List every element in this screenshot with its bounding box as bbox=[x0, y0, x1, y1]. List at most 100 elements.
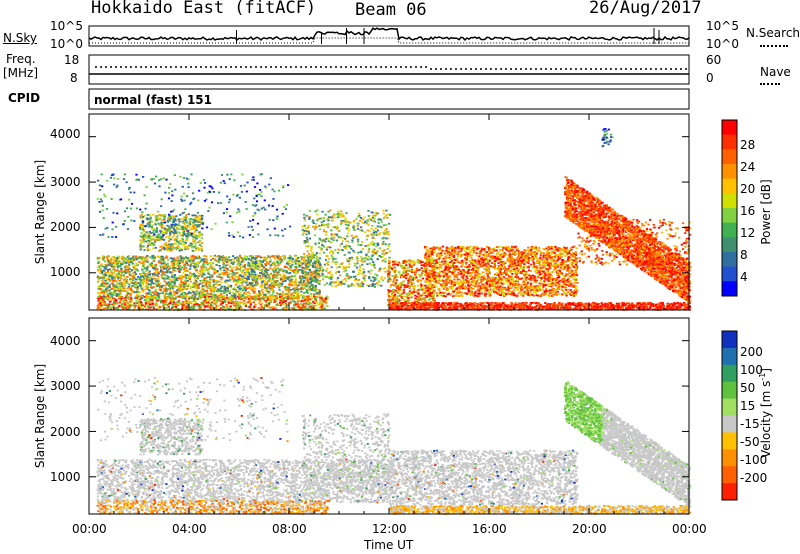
power-cell bbox=[220, 304, 222, 306]
power-cell bbox=[142, 265, 144, 267]
power-cell bbox=[381, 253, 383, 255]
power-cell bbox=[210, 279, 212, 281]
power-cell bbox=[219, 256, 221, 258]
power-cell bbox=[253, 287, 255, 289]
power-cell bbox=[232, 234, 234, 236]
power-cell bbox=[274, 276, 276, 278]
power-cell bbox=[142, 291, 144, 293]
power-cell bbox=[248, 226, 250, 228]
power-cell bbox=[302, 226, 304, 228]
power-cell bbox=[120, 270, 122, 272]
power-cell bbox=[186, 221, 188, 223]
power-cell bbox=[207, 298, 209, 300]
power-cell bbox=[314, 261, 316, 263]
power-cell bbox=[123, 290, 125, 292]
power-cell bbox=[267, 296, 269, 298]
power-cell bbox=[233, 179, 235, 181]
power-cell bbox=[206, 261, 208, 263]
power-cell bbox=[313, 280, 315, 282]
power-cell bbox=[248, 259, 250, 261]
power-cell bbox=[167, 246, 169, 248]
power-cell bbox=[383, 224, 385, 226]
power-cell bbox=[305, 234, 307, 236]
power-cell bbox=[183, 193, 185, 195]
power-cell bbox=[318, 276, 320, 278]
power-cell bbox=[339, 275, 341, 277]
power-cell bbox=[266, 289, 268, 291]
power-cell bbox=[147, 219, 149, 221]
power-cell bbox=[201, 304, 203, 306]
power-cell bbox=[353, 271, 355, 273]
power-cell bbox=[115, 276, 117, 278]
power-cell bbox=[196, 215, 198, 217]
power-cell bbox=[185, 216, 187, 218]
noise-trace bbox=[89, 28, 689, 44]
power-cell bbox=[334, 214, 336, 216]
power-cell bbox=[146, 276, 148, 278]
power-cell bbox=[119, 302, 121, 304]
power-cell bbox=[227, 280, 229, 282]
power-cell bbox=[372, 276, 374, 278]
power-cell bbox=[261, 264, 263, 266]
power-cell bbox=[113, 304, 115, 306]
power-cell bbox=[146, 231, 148, 233]
power-cell bbox=[224, 287, 226, 289]
power-cell bbox=[254, 271, 256, 273]
power-cell bbox=[98, 303, 100, 305]
power-cell bbox=[385, 224, 387, 226]
power-cell bbox=[244, 185, 246, 187]
power-cell bbox=[336, 279, 338, 281]
power-cell bbox=[98, 298, 100, 300]
power-cell bbox=[188, 226, 190, 228]
power-cell bbox=[198, 304, 200, 306]
power-cell bbox=[191, 246, 193, 248]
power-cell bbox=[167, 263, 169, 265]
power-cell bbox=[264, 257, 266, 259]
power-cell bbox=[140, 279, 142, 281]
power-cell bbox=[156, 216, 158, 218]
power-cell bbox=[237, 296, 239, 298]
power-cell bbox=[378, 222, 380, 224]
power-cell bbox=[123, 274, 125, 276]
power-cell bbox=[105, 272, 107, 274]
power-cell bbox=[111, 229, 113, 231]
power-cell bbox=[229, 265, 231, 267]
power-cell bbox=[133, 283, 135, 285]
power-cell bbox=[319, 267, 321, 269]
power-cell bbox=[317, 304, 319, 306]
power-cell bbox=[250, 259, 252, 261]
power-cell bbox=[167, 236, 169, 238]
power-cell bbox=[371, 225, 373, 227]
power-cell bbox=[244, 255, 246, 257]
power-cell bbox=[147, 306, 149, 308]
power-cell bbox=[210, 291, 212, 293]
power-cell bbox=[97, 292, 99, 294]
power-cell bbox=[116, 263, 118, 265]
power-cell bbox=[201, 259, 203, 261]
power-cell bbox=[332, 220, 334, 222]
power-cell bbox=[228, 256, 230, 258]
power-cell bbox=[314, 298, 316, 300]
power-cell bbox=[180, 275, 182, 277]
power-cell bbox=[150, 232, 152, 234]
power-cell bbox=[111, 283, 113, 285]
power-cell bbox=[163, 268, 165, 270]
power-cell bbox=[204, 182, 206, 184]
power-cell bbox=[118, 272, 120, 274]
power-heatmap bbox=[97, 128, 692, 311]
power-cell bbox=[255, 261, 257, 263]
power-cell bbox=[324, 308, 326, 310]
power-cell bbox=[199, 270, 201, 272]
power-cell bbox=[125, 278, 127, 280]
power-cell bbox=[166, 276, 168, 278]
power-cell bbox=[389, 214, 391, 216]
power-cell bbox=[297, 303, 299, 305]
power-cell bbox=[367, 230, 369, 232]
power-cell bbox=[114, 278, 116, 280]
power-cell bbox=[141, 232, 143, 234]
power-cell bbox=[308, 304, 310, 306]
power-cell bbox=[250, 303, 252, 305]
power-cell bbox=[288, 268, 290, 270]
power-cell bbox=[263, 298, 265, 300]
power-cell bbox=[251, 296, 253, 298]
